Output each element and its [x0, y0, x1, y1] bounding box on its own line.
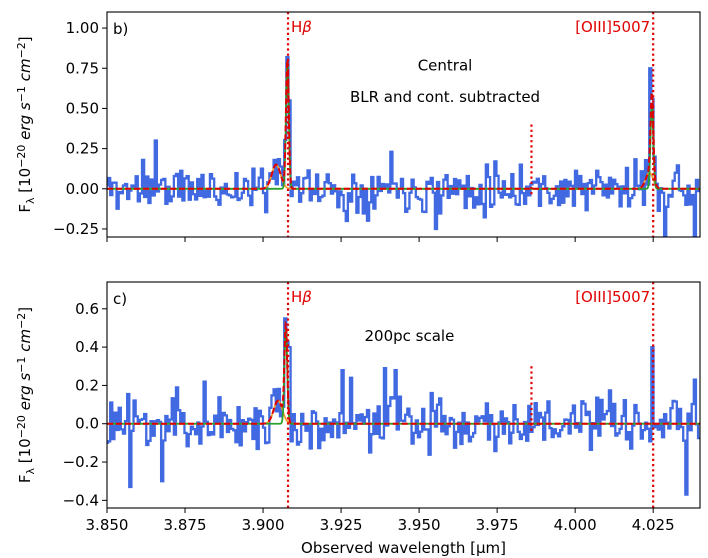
- line-label-beta: β: [301, 18, 312, 36]
- y-tick-label: 0.00: [66, 180, 99, 198]
- ylabel-part: [10: [16, 168, 34, 198]
- panel-annotation: 200pc scale: [365, 327, 455, 345]
- spectrum-line: [107, 55, 700, 237]
- y-tick-label: 0.2: [75, 376, 99, 394]
- panel-label: c): [113, 290, 127, 308]
- panel-b: Hβ [OIII]5007 −0.25 0.00 0.25 0.50 0.75 1.00 b) C…: [15, 11, 701, 242]
- ylabel-part: ]: [16, 307, 34, 313]
- line-label-h: H: [291, 18, 302, 36]
- panel-annotation: BLR and cont. subtracted: [350, 88, 540, 106]
- narrow-component-line: [107, 60, 700, 190]
- ylabel-part: erg s: [16, 373, 34, 415]
- line-marker-label: Hβ: [291, 18, 312, 36]
- x-tick-label: 3.875: [164, 516, 207, 534]
- panel-label: b): [113, 20, 128, 38]
- ylabel-part: F: [16, 475, 34, 484]
- ylabel-part: [10: [16, 438, 34, 468]
- spectrum-line: [107, 317, 700, 496]
- y-tick-label: 0.50: [66, 99, 99, 117]
- panel-c: Hβ [OIII]5007 −0.4 −0.2 0.0 0.2 0.4 0.6 3.850 3.8…: [15, 281, 701, 557]
- line-label-beta: β: [301, 288, 312, 306]
- y-tick-label: 0.25: [66, 140, 99, 158]
- y-tick-label: −0.2: [63, 453, 99, 471]
- y-tick-label: 0.75: [66, 59, 99, 77]
- x-tick-label: 4.000: [554, 516, 597, 534]
- line-marker-label: [OIII]5007: [575, 288, 650, 306]
- ylabel-part: λ: [24, 197, 37, 204]
- line-label-h: H: [291, 288, 302, 306]
- ylabel-part: erg s: [16, 102, 34, 144]
- axes-frame: [106, 11, 701, 238]
- y-tick-label: 0.0: [75, 415, 99, 433]
- y-tick-label: −0.25: [53, 220, 99, 238]
- x-tick-label: 3.850: [86, 516, 129, 534]
- axes-frame: [106, 281, 701, 509]
- ylabel-part: ]: [16, 36, 34, 42]
- x-tick-label: 3.925: [320, 516, 363, 534]
- ylabel-part: −2: [15, 313, 28, 329]
- y-tick-label: 0.4: [75, 338, 99, 356]
- plot-area: [107, 282, 700, 508]
- y-axis-label: Fλ [10−20 erg s−1 cm−2]: [15, 307, 37, 483]
- ylabel-part: cm: [16, 58, 34, 86]
- ylabel-part: F: [16, 204, 34, 213]
- ylabel-part: −2: [15, 42, 28, 58]
- line-marker-label: Hβ: [291, 288, 312, 306]
- ylabel-part: λ: [24, 468, 37, 475]
- total-model-line: [107, 59, 700, 190]
- x-tick-label: 4.025: [632, 516, 675, 534]
- x-tick-label: 3.950: [398, 516, 441, 534]
- y-tick-label: 0.6: [75, 300, 99, 318]
- total-model-line: [107, 320, 700, 425]
- ylabel-part: −1: [15, 357, 28, 373]
- x-axis-label: Observed wavelength [μm]: [301, 539, 506, 557]
- ylabel-part: −20: [15, 145, 28, 168]
- ylabel-part: −20: [15, 415, 28, 438]
- ylabel-part: cm: [16, 329, 34, 357]
- y-tick-label: 1.00: [66, 19, 99, 37]
- x-tick-label: 3.900: [242, 516, 285, 534]
- ylabel-part: −1: [15, 86, 28, 102]
- y-tick-label: −0.4: [63, 491, 99, 509]
- panel-annotation: Central: [418, 57, 473, 75]
- plot-area: [107, 12, 700, 237]
- y-axis-label: Fλ [10−20 erg s−1 cm−2]: [15, 36, 37, 212]
- line-marker-label: [OIII]5007: [575, 18, 650, 36]
- x-tick-label: 3.975: [476, 516, 519, 534]
